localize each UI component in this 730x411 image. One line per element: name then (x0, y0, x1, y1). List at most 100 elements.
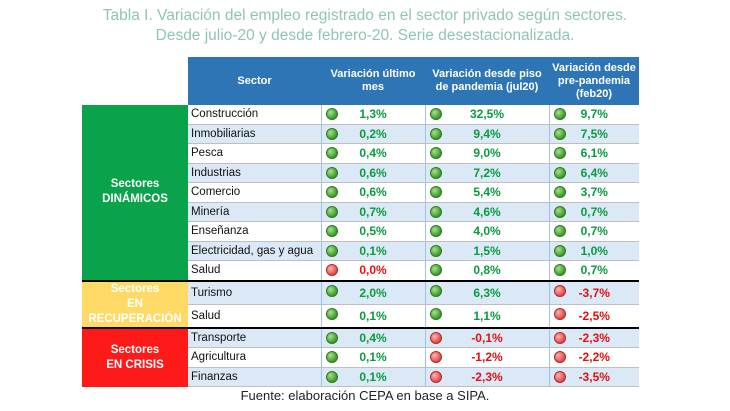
green-status-dot-icon (429, 225, 442, 237)
value-text: 6,3% (473, 285, 501, 300)
value-text: -3,7% (578, 285, 610, 300)
sector-name: Pesca (188, 143, 321, 164)
sector-name: Construcción (188, 105, 321, 125)
green-status-dot-icon (429, 205, 442, 218)
green-status-dot-icon (429, 307, 442, 320)
value-text: 32,5% (469, 107, 505, 122)
value-text: 5,4% (473, 185, 501, 200)
green-status-dot-icon (325, 370, 338, 383)
red-status-dot-icon (553, 370, 566, 383)
value-text: 3,7% (580, 185, 608, 200)
header-col3: Variación desde pre-pandemia (feb20) (549, 57, 639, 105)
value-text: 7,2% (473, 165, 501, 180)
green-status-dot-icon (325, 244, 338, 257)
sector-name: Industrias (188, 163, 321, 183)
table-row: Enseñanza 0,5% 4,0% 0,7% (82, 221, 639, 242)
sector-name: Electricidad, gas y agua (188, 241, 321, 261)
value-text: 9,0% (473, 146, 501, 161)
green-status-dot-icon (553, 108, 566, 120)
value-text: 1,3% (359, 107, 387, 122)
value-cell-col3: -3,7% (548, 279, 639, 305)
value-cell-col3: -2,2% (548, 347, 639, 368)
green-status-dot-icon (553, 264, 566, 276)
green-status-dot-icon (325, 284, 338, 297)
value-cell-col3: -3,5% (548, 367, 639, 387)
sector-name: Minería (188, 202, 321, 222)
red-status-dot-icon (553, 284, 566, 297)
value-cell-col2: -0,1% (424, 326, 549, 348)
sector-name: Enseñanza (188, 221, 321, 242)
value-cell-col1: 0,1% (320, 241, 425, 261)
group-label-crisis: Sectores EN CRISIS (82, 326, 188, 387)
value-cell-col3: 0,7% (548, 202, 639, 222)
value-text: 0,6% (359, 185, 387, 200)
green-status-dot-icon (429, 186, 442, 198)
value-cell-col1: 0,2% (320, 124, 425, 144)
value-text: 4,0% (473, 224, 501, 239)
value-text: -2,3% (578, 330, 610, 345)
value-text: 6,4% (580, 165, 608, 180)
sector-name: Transporte (188, 326, 321, 348)
group-label-line1: Sectores (110, 343, 160, 356)
green-status-dot-icon (553, 147, 566, 159)
table-row: Minería 0,7% 4,6% 0,7% (82, 202, 639, 222)
value-text: 0,1% (359, 308, 387, 323)
green-status-dot-icon (429, 264, 442, 276)
group-label-line2: DINÁMICOS (102, 193, 168, 206)
value-cell-col1: 2,0% (320, 279, 425, 305)
value-text: 0,1% (359, 369, 387, 384)
group-label-line2: EN CRISIS (106, 358, 164, 371)
table-row: Salud 0,1% 1,1% -2,5% (82, 304, 639, 328)
green-status-dot-icon (429, 147, 442, 159)
value-text: 0,7% (580, 204, 608, 219)
sector-name: Finanzas (188, 367, 321, 387)
table-row: Electricidad, gas y agua 0,1% 1,5% 1,0% (82, 241, 639, 261)
green-status-dot-icon (429, 127, 442, 140)
green-status-dot-icon (325, 351, 338, 363)
sector-name: Salud (188, 260, 321, 281)
value-cell-col1: 0,1% (320, 304, 425, 328)
value-cell-col3: 0,7% (548, 260, 639, 281)
value-cell-col1: 0,6% (320, 182, 425, 203)
value-text: 7,5% (580, 126, 608, 141)
sector-name: Salud (188, 304, 321, 328)
value-cell-col1: 0,4% (320, 326, 425, 348)
value-cell-col2: -2,3% (424, 367, 549, 387)
table-row: Inmobiliarias 0,2% 9,4% 7,5% (82, 124, 639, 144)
green-status-dot-icon (325, 186, 338, 198)
group-label-line1: Sectores (110, 282, 160, 295)
green-status-dot-icon (553, 225, 566, 237)
value-cell-col2: -1,2% (424, 347, 549, 368)
table-row: Pesca 0,4% 9,0% 6,1% (82, 143, 639, 164)
value-cell-col2: 0,8% (424, 260, 549, 281)
value-text: 0,1% (359, 243, 387, 258)
table-row: Sectores EN RECUPERACIÓN Turismo 2,0% 6,3% -3… (82, 279, 639, 328)
header-col2: Variación desde piso de pandemia (jul20) (425, 57, 549, 105)
value-text: 1,1% (473, 308, 501, 323)
value-text: -2,2% (578, 350, 610, 365)
value-cell-col2: 4,0% (424, 221, 549, 242)
header-col1: Variación último mes (321, 57, 425, 105)
value-cell-col2: 7,2% (424, 163, 549, 183)
green-status-dot-icon (553, 186, 566, 198)
green-status-dot-icon (325, 331, 338, 344)
value-text: -1,2% (471, 350, 503, 365)
table-body: Sectores DINÁMICOS Construcción 1,3% 32,5% 9,… (82, 105, 639, 387)
sector-name: Inmobiliarias (188, 124, 321, 144)
value-cell-col1: 0,1% (320, 347, 425, 368)
value-text: 0,5% (359, 224, 387, 239)
title-line-1: Tabla I. Variación del empleo registrado… (102, 7, 628, 24)
red-status-dot-icon (553, 351, 566, 363)
group-label-recuperacion: Sectores EN RECUPERACIÓN (82, 279, 188, 328)
value-text: -0,1% (471, 330, 503, 345)
value-cell-col1: 1,3% (320, 105, 425, 125)
value-text: 1,0% (580, 243, 608, 258)
red-status-dot-icon (429, 370, 442, 383)
value-cell-col2: 6,3% (424, 279, 549, 305)
value-cell-col3: 9,7% (548, 105, 639, 125)
value-cell-col2: 9,0% (424, 143, 549, 164)
value-cell-col3: 6,4% (548, 163, 639, 183)
green-status-dot-icon (429, 284, 442, 297)
value-cell-col1: 0,1% (320, 367, 425, 387)
group-label-dinamicos: Sectores DINÁMICOS (82, 105, 188, 281)
